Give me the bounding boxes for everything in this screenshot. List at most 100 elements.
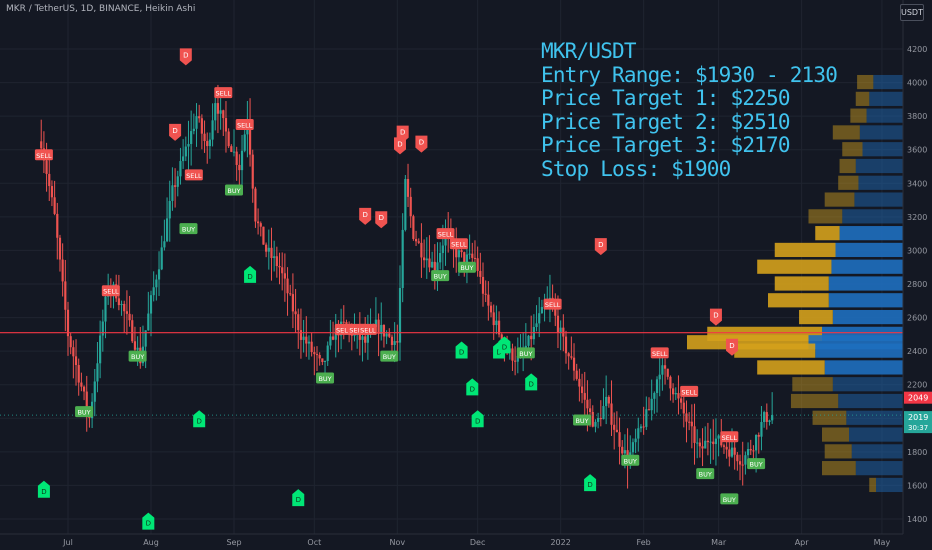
- svg-text:D: D: [502, 343, 507, 351]
- candle-body: [235, 151, 238, 165]
- candle-body: [704, 440, 707, 449]
- candle-body: [425, 258, 428, 261]
- buy-signal: BUY: [128, 350, 147, 362]
- candle-body: [602, 406, 605, 420]
- candle-body: [669, 376, 672, 389]
- candle-body: [66, 309, 70, 337]
- candle-body: [530, 335, 533, 340]
- down-marker: D: [594, 238, 607, 256]
- candle-body: [631, 442, 635, 453]
- svg-text:D: D: [362, 211, 367, 219]
- candle-body: [281, 267, 284, 274]
- candle-body: [746, 449, 750, 456]
- candle-body: [184, 146, 187, 157]
- volume-bar-up: [824, 360, 903, 375]
- candle-body: [171, 185, 174, 201]
- candle-body: [182, 156, 185, 162]
- volume-bar-up: [832, 309, 903, 325]
- candle-body: [639, 426, 643, 429]
- candle-body: [270, 247, 273, 259]
- candle-body: [69, 336, 72, 348]
- candle-body: [575, 370, 578, 379]
- svg-text:D: D: [247, 273, 252, 281]
- candle-body: [497, 320, 501, 335]
- svg-text:D: D: [183, 51, 188, 59]
- volume-bar-down: [857, 74, 874, 90]
- candle-body: [698, 442, 701, 447]
- buy-signal: BUY: [225, 184, 243, 196]
- price-tick-label: 3000: [907, 246, 927, 255]
- candle-body: [586, 399, 589, 409]
- candle-body: [165, 218, 169, 242]
- down-marker: D: [179, 48, 192, 66]
- candle-body: [763, 412, 766, 422]
- candle-body: [599, 418, 602, 420]
- candle-body: [74, 356, 78, 366]
- candle-body: [417, 241, 420, 243]
- svg-text:BUY: BUY: [383, 353, 396, 361]
- buy-signal: BUY: [573, 414, 592, 426]
- svg-text:BUY: BUY: [699, 471, 712, 479]
- candle-body: [682, 402, 685, 414]
- svg-text:BUY: BUY: [460, 264, 473, 272]
- candle-body: [390, 336, 394, 345]
- sell-signal: SELL: [184, 169, 203, 181]
- candle-body: [688, 421, 691, 423]
- candle-body: [331, 336, 335, 340]
- svg-text:D: D: [41, 488, 46, 496]
- time-tick-label: Oct: [307, 538, 321, 547]
- svg-text:BUY: BUY: [624, 457, 637, 465]
- annotation-line: Stop Loss: $1900: [541, 156, 731, 181]
- candle-body: [396, 341, 399, 343]
- candle-body: [224, 118, 228, 132]
- svg-text:BUY: BUY: [575, 417, 588, 425]
- candle-body: [50, 186, 54, 198]
- candle-body: [591, 411, 594, 427]
- volume-bar-down: [757, 259, 832, 274]
- candle-body: [58, 237, 62, 260]
- volume-bar-down: [799, 309, 833, 325]
- candle-body: [176, 176, 179, 187]
- time-axis: Jul Aug Sep Oct Nov Dec 2022 Feb Mar Apr May: [0, 533, 903, 550]
- buy-signal: BUY: [457, 261, 476, 273]
- volume-bar-up: [851, 444, 903, 459]
- price-tick-label: 1600: [907, 481, 927, 490]
- time-tick-label: Jul: [62, 538, 73, 547]
- up-marker: D: [244, 265, 257, 283]
- candle-body: [722, 445, 726, 447]
- price-tick-label: 3200: [907, 213, 927, 222]
- up-marker: D: [471, 410, 484, 428]
- candle-body: [637, 428, 640, 439]
- candle-body: [262, 226, 265, 245]
- candle-body: [93, 381, 96, 402]
- volume-bar-up: [858, 175, 903, 190]
- quote-currency-button[interactable]: USDT: [900, 4, 924, 21]
- candle-body: [192, 128, 195, 132]
- candle-body: [634, 438, 637, 443]
- svg-text:D: D: [146, 520, 151, 528]
- volume-bar-up: [815, 343, 903, 358]
- candle-body: [99, 335, 102, 364]
- svg-text:D: D: [470, 385, 475, 393]
- candle-body: [187, 143, 190, 147]
- up-marker: D: [292, 489, 305, 507]
- candle-body: [283, 273, 286, 279]
- time-tick-label: Sep: [226, 538, 241, 547]
- sell-signal: SELL: [680, 385, 699, 397]
- annotation-line: Price Target 2: $2510: [541, 109, 791, 134]
- volume-bar-up: [831, 259, 903, 274]
- candle-body: [307, 341, 311, 344]
- candle-body: [297, 314, 300, 331]
- candle-body: [144, 330, 147, 347]
- candle-body: [160, 247, 163, 270]
- candle-body: [267, 247, 270, 252]
- svg-text:D: D: [598, 241, 603, 249]
- candle-body: [744, 455, 747, 465]
- price-tick-label: 3600: [907, 146, 927, 155]
- candle-body: [597, 418, 600, 422]
- volume-bar-up: [838, 393, 903, 409]
- candle-body: [361, 336, 364, 340]
- candle-body: [219, 110, 222, 114]
